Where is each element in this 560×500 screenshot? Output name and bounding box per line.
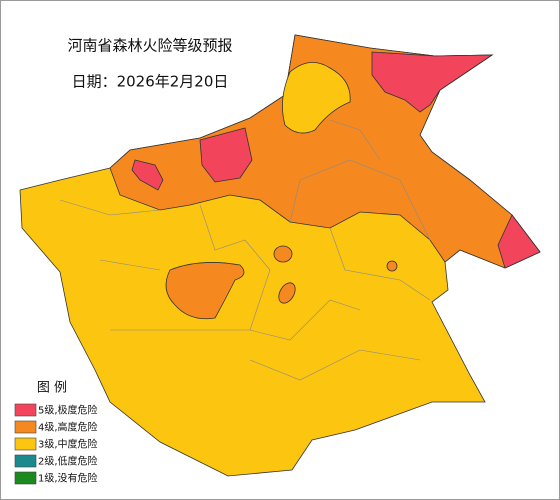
region-level-4 — [165, 262, 245, 320]
legend-label: 2级,低度危险 — [38, 455, 98, 468]
region-level-4 — [386, 260, 398, 272]
map-date: 日期：2026年2月20日 — [72, 73, 229, 91]
legend-label: 1级,没有危险 — [38, 472, 98, 485]
county-border — [59, 119, 431, 381]
legend-label: 3级,中度危险 — [38, 438, 98, 451]
region-level-5 — [199, 127, 253, 183]
map-title: 河南省森林火险等级预报 — [67, 37, 232, 55]
legend-label: 5级,极度危险 — [38, 404, 98, 417]
region-level-3 — [282, 62, 351, 134]
legend-swatch — [14, 420, 37, 434]
region-level-5 — [131, 159, 164, 191]
region-level-4 — [278, 282, 296, 304]
region-level-4 — [273, 245, 293, 263]
legend-label: 4级,高度危险 — [38, 421, 98, 434]
legend-swatch — [14, 403, 37, 417]
legend-swatch — [14, 437, 37, 451]
legend-title: 图 例 — [37, 381, 67, 396]
legend: 5级,极度危险 4级,高度危险 3级,中度危险 2级,低度危险 1级,没有危险 — [14, 403, 98, 485]
legend-swatch — [14, 454, 37, 468]
legend-swatch — [14, 471, 37, 485]
region-level-5 — [371, 51, 494, 113]
region-level-5 — [497, 214, 541, 269]
